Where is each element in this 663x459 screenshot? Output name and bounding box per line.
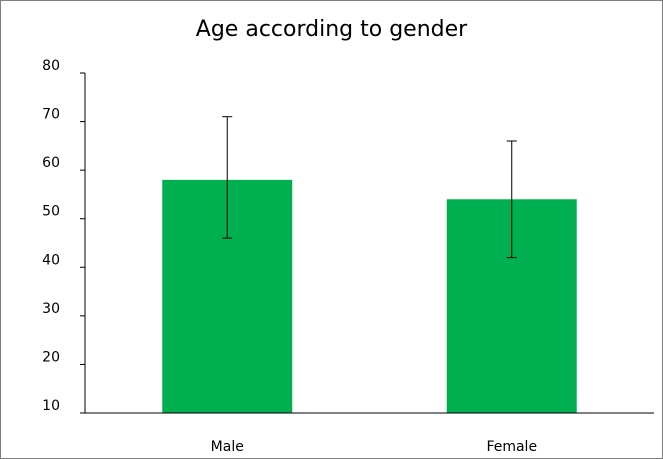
x-category-label: Female xyxy=(486,439,537,455)
y-tick-label: 40 xyxy=(42,252,60,268)
chart-title: Age according to gender xyxy=(195,17,468,42)
y-tick-label: 20 xyxy=(42,349,60,365)
bars xyxy=(162,179,577,413)
y-tick-label: 70 xyxy=(42,107,60,123)
x-axis: Male Female xyxy=(85,412,654,455)
y-tick-label: 30 xyxy=(42,301,60,317)
y-tick-label: 10 xyxy=(42,398,60,414)
y-tick-label: 50 xyxy=(42,204,60,220)
error-bars xyxy=(222,116,517,259)
y-axis: 80 70 60 50 40 30 20 10 xyxy=(42,58,86,414)
y-tick-label: 60 xyxy=(42,155,60,171)
x-category-label: Male xyxy=(211,439,244,455)
y-tick-label: 80 xyxy=(42,58,60,74)
